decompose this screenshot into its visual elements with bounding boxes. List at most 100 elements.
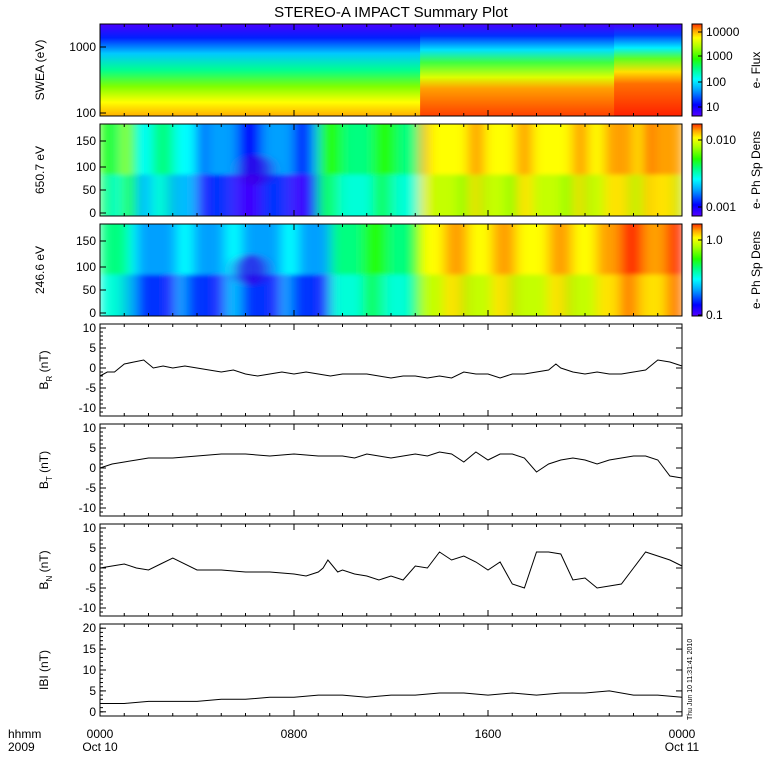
pad-column	[277, 124, 287, 216]
y-label-subscript: N	[45, 576, 54, 582]
y-tick-label: 100	[76, 260, 96, 274]
y-tick-label: 0	[89, 705, 96, 719]
pad-column	[229, 124, 239, 216]
pad-column	[338, 224, 348, 316]
pad-column-low	[524, 174, 534, 216]
pad-column	[596, 124, 606, 216]
pad-column	[136, 124, 145, 216]
pad-column-low	[643, 274, 652, 316]
pad-column-low	[213, 174, 223, 216]
pad-column	[540, 224, 550, 316]
y-tick-label: 50	[83, 183, 97, 197]
pad-column-low	[310, 174, 320, 216]
pad-column-low	[249, 274, 259, 316]
y-tick-label: 150	[76, 134, 96, 148]
y-tick-label: -10	[79, 501, 97, 515]
pad-column-low	[229, 174, 239, 216]
y-label-unit: (nT)	[37, 451, 51, 476]
pad-column-low	[548, 274, 558, 316]
pad-column-low	[452, 174, 462, 216]
panel-frame-6	[99, 623, 683, 717]
pad-column-low	[540, 274, 550, 316]
pad-column-low	[114, 274, 123, 316]
colorbar-0	[692, 24, 702, 116]
pad-column	[468, 224, 478, 316]
pad-column	[121, 124, 131, 216]
x-tick-label-hhmm-3: 0000	[669, 727, 696, 741]
pad-column-low	[627, 174, 637, 216]
pad-column	[298, 224, 308, 316]
pad-column	[221, 124, 231, 216]
pad-column	[285, 124, 295, 216]
pad-column	[404, 124, 414, 216]
pad-column-low	[666, 274, 676, 316]
y-tick-label: 5	[89, 541, 96, 555]
pad-column	[159, 124, 168, 216]
pad-column	[500, 124, 510, 216]
pad-column	[627, 124, 637, 216]
pad-column-low	[619, 274, 629, 316]
pad-column	[144, 224, 154, 316]
y-tick-label: -5	[85, 481, 96, 495]
pad-column	[341, 124, 351, 216]
pad-column	[604, 224, 614, 316]
pad-column-low	[189, 174, 198, 216]
pad-column-low	[572, 174, 582, 216]
pad-column	[572, 224, 582, 316]
pad-column	[330, 224, 340, 316]
y-tick-label: -10	[79, 601, 97, 615]
pad-column-low	[168, 274, 178, 316]
pad-column-low	[444, 274, 454, 316]
swea-segment-2	[614, 24, 682, 116]
pad-column	[588, 124, 598, 216]
pad-column-low	[460, 274, 470, 316]
pad-column-low	[516, 274, 526, 316]
pad-column	[151, 124, 161, 216]
pad-column	[452, 224, 462, 316]
colorbar-tick-label: 0.001	[706, 200, 736, 214]
colorbar-2	[692, 224, 702, 316]
pad-column	[524, 124, 534, 216]
pad-column-low	[373, 174, 382, 216]
colorbar-label-0: e- Flux	[749, 52, 763, 89]
pad-column-low	[588, 274, 598, 316]
pad-column	[354, 224, 365, 316]
pad-column-low	[666, 174, 676, 216]
pad-column	[114, 124, 123, 216]
y-tick-label: 100	[76, 106, 96, 120]
pad-column-low	[650, 174, 660, 216]
pad-column-low	[192, 274, 203, 316]
pad-column	[373, 124, 382, 216]
pad-column	[666, 224, 676, 316]
pad-column-low	[233, 274, 243, 316]
pad-column	[612, 124, 621, 216]
pad-column-low	[643, 174, 652, 216]
y-tick-label: 5	[89, 441, 96, 455]
pad-column-low	[100, 274, 109, 316]
pad-column-low	[658, 174, 668, 216]
x-tick-label-date-3: Oct 11	[665, 740, 700, 754]
pad-column	[365, 124, 375, 216]
pad-column-low	[412, 174, 422, 216]
trace-6	[100, 690, 683, 704]
pad-column	[100, 124, 109, 216]
y-tick-label: -5	[85, 581, 96, 595]
pad-column-low	[508, 274, 518, 316]
pad-column-low	[379, 274, 389, 316]
pad-column	[281, 224, 291, 316]
pad-column-low	[237, 174, 247, 216]
pad-column-low	[508, 174, 518, 216]
pad-column-low	[468, 174, 478, 216]
y-axis-label-3: BR (nT)	[37, 350, 54, 389]
pad-column-low	[129, 174, 138, 216]
pad-column-low	[354, 274, 365, 316]
y-tick-label: -5	[85, 381, 96, 395]
pad-column	[460, 224, 470, 316]
pad-column-low	[273, 274, 283, 316]
y-tick-label: 0	[89, 206, 96, 220]
pad-column	[326, 124, 335, 216]
pad-spectrogram-1	[100, 124, 682, 216]
pad-column	[121, 224, 131, 316]
pad-column-low	[627, 274, 637, 316]
pad-column	[129, 124, 138, 216]
